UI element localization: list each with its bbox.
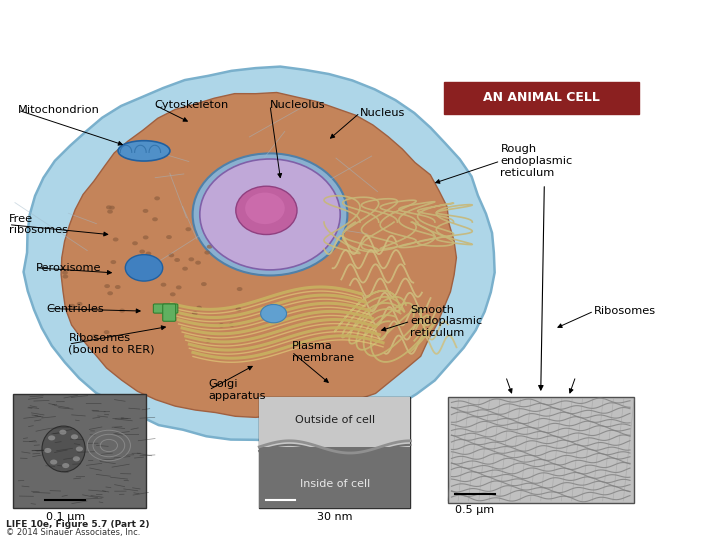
FancyBboxPatch shape	[259, 396, 410, 447]
Circle shape	[143, 209, 148, 213]
Circle shape	[104, 330, 109, 334]
Polygon shape	[61, 92, 456, 417]
Circle shape	[71, 434, 78, 440]
Text: AN ANIMAL CELL: AN ANIMAL CELL	[483, 91, 600, 104]
Ellipse shape	[193, 153, 347, 275]
Text: Golgi
apparatus: Golgi apparatus	[209, 379, 266, 401]
Circle shape	[132, 241, 138, 245]
Text: Plasma
membrane: Plasma membrane	[292, 341, 354, 362]
Circle shape	[62, 463, 69, 468]
Circle shape	[206, 197, 212, 201]
Circle shape	[76, 447, 83, 451]
Circle shape	[229, 322, 235, 327]
Ellipse shape	[236, 186, 297, 234]
Circle shape	[248, 214, 253, 219]
Circle shape	[237, 287, 243, 291]
Circle shape	[50, 460, 58, 464]
Circle shape	[152, 217, 158, 221]
Circle shape	[161, 282, 166, 287]
Circle shape	[168, 253, 174, 257]
Text: LIFE 10e, Figure 5.7 (Part 2): LIFE 10e, Figure 5.7 (Part 2)	[6, 520, 149, 529]
Text: Mitochondrion: Mitochondrion	[18, 105, 100, 115]
Circle shape	[106, 205, 112, 210]
Circle shape	[189, 257, 194, 261]
FancyBboxPatch shape	[448, 396, 634, 503]
Polygon shape	[24, 66, 495, 441]
FancyBboxPatch shape	[259, 396, 410, 509]
Circle shape	[143, 235, 148, 239]
Circle shape	[176, 285, 181, 289]
Circle shape	[107, 210, 113, 214]
Circle shape	[59, 430, 66, 435]
Text: Smooth
endoplasmic
reticulum: Smooth endoplasmic reticulum	[410, 305, 482, 338]
Text: 0.5 μm: 0.5 μm	[455, 505, 494, 515]
Circle shape	[170, 292, 176, 296]
Text: 30 nm: 30 nm	[317, 511, 353, 522]
Text: Free
ribosomes: Free ribosomes	[9, 214, 68, 235]
Circle shape	[110, 260, 116, 264]
Ellipse shape	[245, 193, 285, 224]
Circle shape	[201, 282, 207, 286]
Circle shape	[261, 305, 287, 323]
Text: Centrioles: Centrioles	[47, 303, 104, 314]
Circle shape	[107, 291, 113, 295]
Circle shape	[195, 261, 201, 265]
Circle shape	[192, 312, 198, 315]
Circle shape	[182, 267, 188, 271]
Circle shape	[63, 274, 68, 279]
Circle shape	[205, 339, 211, 342]
Circle shape	[174, 258, 180, 262]
Circle shape	[197, 306, 202, 310]
Text: 0.1 μm: 0.1 μm	[45, 511, 85, 522]
Text: © 2014 Sinauer Associates, Inc.: © 2014 Sinauer Associates, Inc.	[6, 528, 140, 537]
FancyBboxPatch shape	[444, 82, 639, 114]
Text: Figure 5.7  Eukaryotic Cells (Part 2): Figure 5.7 Eukaryotic Cells (Part 2)	[7, 10, 290, 25]
Circle shape	[235, 307, 241, 311]
Text: Ribosomes: Ribosomes	[594, 306, 656, 316]
Circle shape	[186, 227, 192, 231]
Circle shape	[204, 251, 210, 254]
Text: Cytoskeleton: Cytoskeleton	[155, 100, 229, 110]
Circle shape	[48, 435, 55, 441]
Circle shape	[69, 304, 75, 308]
Circle shape	[139, 249, 145, 254]
Text: Nucleus: Nucleus	[360, 107, 405, 118]
FancyBboxPatch shape	[153, 304, 178, 313]
Circle shape	[125, 255, 163, 281]
Circle shape	[154, 197, 160, 200]
Circle shape	[44, 448, 51, 453]
Circle shape	[109, 206, 114, 210]
Text: Inside of cell: Inside of cell	[300, 479, 370, 489]
FancyBboxPatch shape	[13, 394, 146, 509]
Ellipse shape	[118, 141, 170, 161]
Circle shape	[145, 252, 151, 255]
Text: Ribosomes
(bound to RER): Ribosomes (bound to RER)	[68, 333, 155, 355]
Circle shape	[153, 259, 159, 262]
Circle shape	[218, 323, 224, 327]
Circle shape	[62, 271, 68, 275]
Circle shape	[166, 235, 172, 239]
Circle shape	[92, 334, 98, 338]
Text: Nucleolus: Nucleolus	[270, 100, 325, 110]
Ellipse shape	[199, 159, 340, 270]
Circle shape	[77, 302, 83, 306]
Circle shape	[115, 285, 121, 289]
Text: Outside of cell: Outside of cell	[294, 415, 375, 425]
Text: Rough
endoplasmic
reticulum: Rough endoplasmic reticulum	[500, 144, 572, 178]
Circle shape	[73, 456, 80, 461]
Ellipse shape	[42, 426, 85, 472]
Circle shape	[104, 284, 110, 288]
Circle shape	[120, 308, 125, 313]
FancyBboxPatch shape	[259, 447, 410, 509]
Circle shape	[207, 245, 212, 249]
Circle shape	[113, 238, 119, 241]
Text: Peroxisome: Peroxisome	[36, 263, 102, 273]
FancyBboxPatch shape	[163, 304, 176, 321]
